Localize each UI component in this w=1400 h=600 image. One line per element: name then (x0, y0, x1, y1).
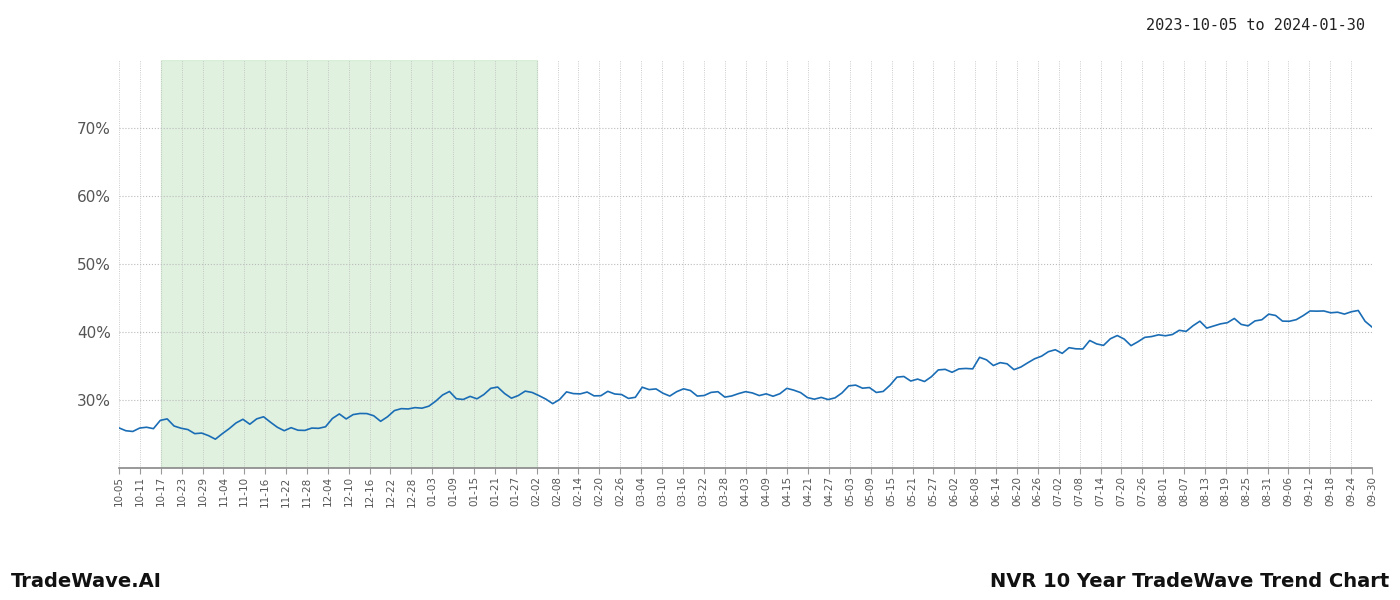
Bar (161, 60, 536, 468)
Text: TradeWave.AI: TradeWave.AI (11, 572, 162, 591)
Text: NVR 10 Year TradeWave Trend Chart: NVR 10 Year TradeWave Trend Chart (990, 572, 1389, 591)
Text: 2023-10-05 to 2024-01-30: 2023-10-05 to 2024-01-30 (1147, 18, 1365, 33)
